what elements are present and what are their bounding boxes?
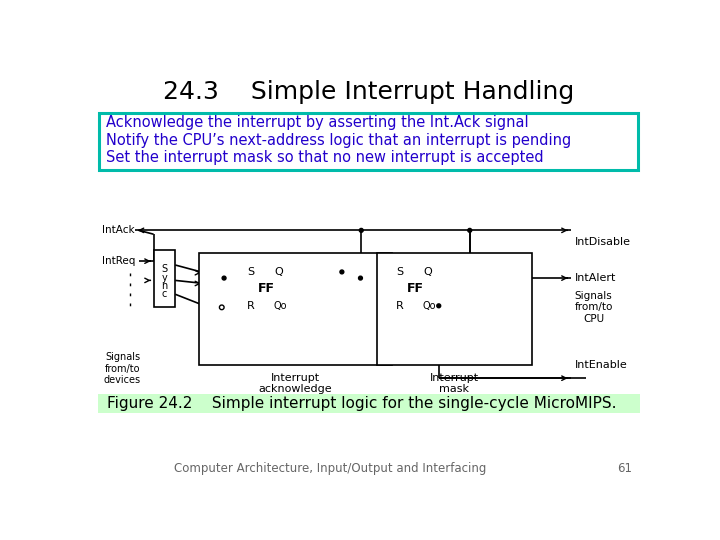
Text: Q: Q (275, 267, 284, 277)
FancyBboxPatch shape (99, 112, 638, 170)
Text: Qo: Qo (423, 301, 436, 311)
Text: IntEnable: IntEnable (575, 360, 627, 370)
Text: 61: 61 (618, 462, 632, 475)
Text: IntDisable: IntDisable (575, 237, 631, 247)
Text: Acknowledge the interrupt by asserting the Int.Ack signal: Acknowledge the interrupt by asserting t… (106, 115, 528, 130)
Bar (153, 249, 175, 307)
Text: S: S (248, 267, 255, 277)
Text: Figure 24.2    Simple interrupt logic for the single-cycle MicroMIPS.: Figure 24.2 Simple interrupt logic for t… (107, 396, 616, 411)
Text: R: R (396, 301, 404, 311)
Circle shape (359, 228, 363, 232)
Text: Interrupt
acknowledge: Interrupt acknowledge (258, 373, 332, 394)
Text: Qo: Qo (274, 301, 287, 311)
Text: Computer Architecture, Input/Output and Interfacing: Computer Architecture, Input/Output and … (174, 462, 487, 475)
Text: FF: FF (258, 282, 275, 295)
Text: n: n (161, 281, 168, 291)
Bar (377, 253, 532, 365)
Text: IntAck: IntAck (102, 225, 134, 235)
Bar (98, 394, 640, 413)
Text: S: S (161, 264, 168, 274)
Text: Interrupt
mask: Interrupt mask (430, 373, 479, 394)
Circle shape (340, 270, 344, 274)
Text: S: S (397, 267, 404, 277)
Text: 24.3    Simple Interrupt Handling: 24.3 Simple Interrupt Handling (163, 80, 575, 104)
Text: FF: FF (407, 282, 424, 295)
Text: Set the interrupt mask so that no new interrupt is accepted: Set the interrupt mask so that no new in… (106, 151, 543, 165)
Text: Notify the CPU’s next-address logic that an interrupt is pending: Notify the CPU’s next-address logic that… (106, 133, 571, 148)
Circle shape (222, 276, 226, 280)
Bar (392, 261, 438, 316)
Text: Signals
from/to
CPU: Signals from/to CPU (575, 291, 613, 324)
Circle shape (437, 304, 441, 308)
Bar (199, 253, 392, 365)
Text: Q: Q (423, 267, 432, 277)
Text: IntReq: IntReq (102, 256, 135, 266)
Text: IntAlert: IntAlert (575, 273, 616, 283)
Bar (243, 261, 290, 316)
Text: y: y (161, 273, 167, 284)
Circle shape (359, 276, 362, 280)
Text: R: R (248, 301, 255, 311)
Text: c: c (162, 289, 167, 299)
Circle shape (468, 228, 472, 232)
Circle shape (220, 305, 224, 309)
Text: Signals
from/to
devices: Signals from/to devices (104, 352, 141, 385)
